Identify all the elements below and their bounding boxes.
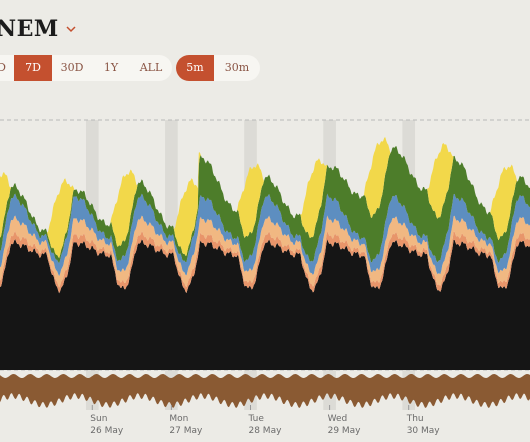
exports-area	[0, 374, 530, 408]
coal-area	[0, 239, 530, 370]
range-1y-button[interactable]: 1Y	[103, 61, 119, 74]
interval-30m-button[interactable]: 30m	[224, 61, 250, 74]
wind-area	[0, 146, 530, 264]
range-selector: 1D 7D 30D 1Y ALL	[0, 55, 172, 81]
x-tick-date-label: 28 May	[248, 426, 282, 436]
x-tick-day-label: Wed	[328, 414, 348, 424]
x-tick-day-label: Sun	[90, 414, 107, 424]
x-tick-day-label: Mon	[169, 414, 188, 424]
interval-5m-button[interactable]: 5m	[176, 55, 214, 81]
range-7d-button[interactable]: 7D	[14, 55, 52, 81]
range-1d-button[interactable]: 1D	[0, 61, 6, 74]
x-tick-date-label: 29 May	[328, 426, 362, 436]
solar-area	[0, 137, 530, 259]
range-all-button[interactable]: ALL	[139, 61, 163, 74]
x-tick-date-label: 30 May	[407, 426, 441, 436]
x-tick-day-label: Thu	[406, 414, 424, 424]
interval-selector: 5m 30m	[176, 55, 260, 81]
region-title-text: NEM	[0, 16, 59, 42]
x-tick-day-label: Tue	[247, 414, 264, 424]
x-tick-date-label: 26 May	[90, 426, 124, 436]
region-title[interactable]: NEM	[0, 16, 77, 42]
chevron-down-icon	[66, 26, 76, 33]
x-tick-date-label: 27 May	[169, 426, 203, 436]
hydro-area	[0, 193, 530, 277]
gas-area	[0, 215, 530, 288]
range-30d-button[interactable]: 30D	[60, 61, 84, 74]
